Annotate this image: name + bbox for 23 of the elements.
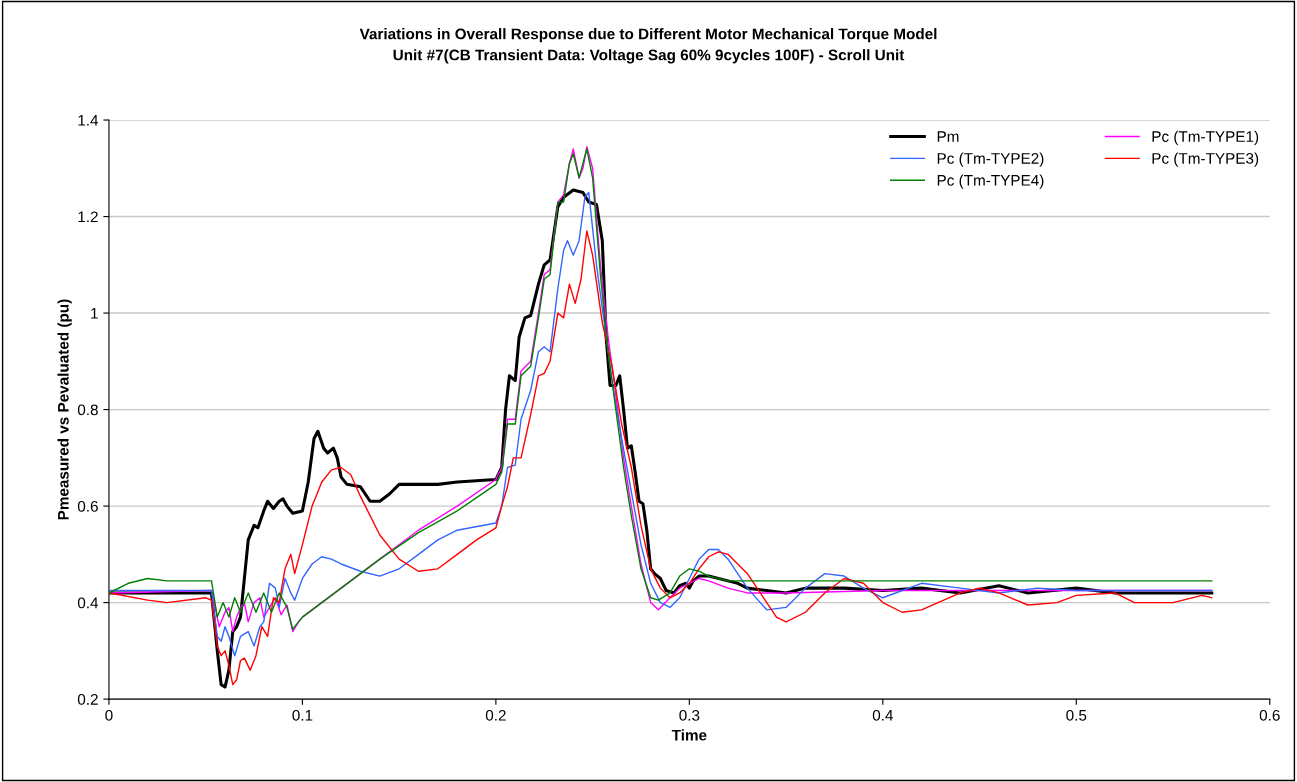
legend-label: Pc (Tm-TYPE1) [1152, 130, 1259, 145]
x-tick-label: 0.5 [1066, 709, 1087, 721]
x-tick-label: 0 [105, 709, 113, 721]
x-axis-title: Time [671, 729, 707, 741]
x-tick-label: 0.3 [679, 709, 700, 721]
y-axis-title: Pmeasured vs Pevaluated (pu) [57, 299, 72, 520]
y-tick-label: 1.4 [78, 115, 99, 126]
x-tick-label: 0.6 [1259, 709, 1280, 721]
legend-label: Pc (Tm-TYPE3) [1152, 152, 1259, 167]
y-tick-label: 1 [91, 308, 98, 319]
x-tick-label: 0.2 [485, 709, 506, 721]
y-tick-label: 0.2 [77, 693, 98, 705]
y-tick-label: 0.4 [77, 597, 99, 609]
legend-label: Pc (Tm-TYPE2) [937, 152, 1044, 167]
x-tick-label: 0.4 [872, 709, 893, 721]
legend-label: Pm [937, 131, 959, 142]
y-tick-label: 1.2 [78, 211, 98, 223]
y-tick-label: 0.8 [77, 404, 98, 416]
y-tick-label: 0.6 [77, 500, 98, 512]
legend-label: Pc (Tm-TYPE4) [937, 174, 1044, 189]
chart-subtitle: Unit #7(CB Transient Data: Voltage Sag 60% 9cycles 100F) - Scroll Unit [393, 49, 905, 64]
x-tick-label: 0.1 [292, 709, 313, 721]
chart-title: Variations in Overall Response due to Different Motor Mechanical Torque Model [359, 28, 937, 43]
